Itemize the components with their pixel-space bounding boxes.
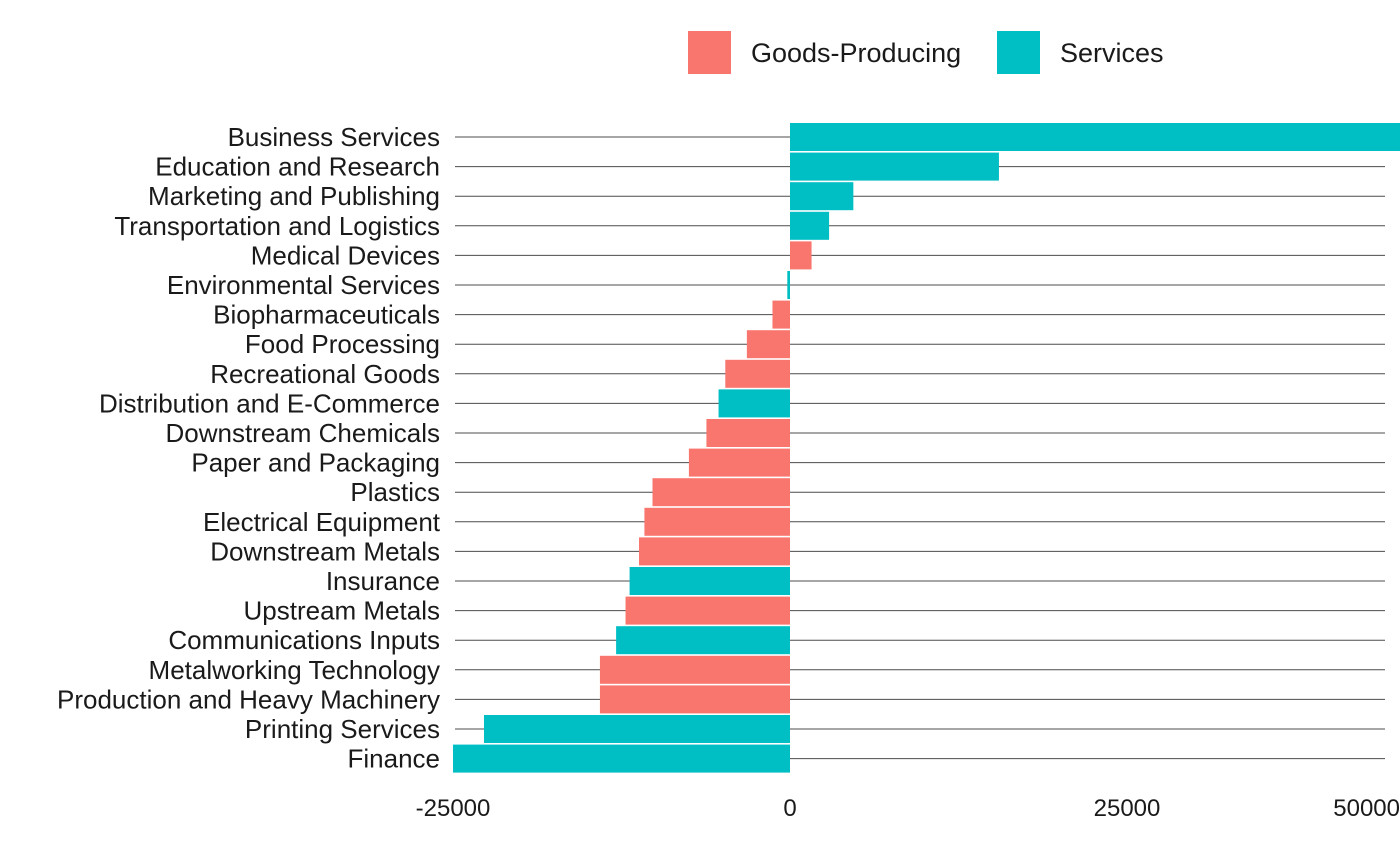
category-label-insurance: Insurance [326, 566, 440, 596]
legend-key-services [997, 31, 1040, 74]
bar-production-and-heavy-machinery [599, 685, 790, 714]
bar-plastics [652, 478, 790, 507]
category-label-environmental-services: Environmental Services [167, 270, 440, 300]
bar-metalworking-technology [599, 655, 790, 684]
bar-insurance [629, 567, 790, 595]
x-tick-label-1: 0 [783, 795, 796, 822]
bar-communications-inputs [616, 626, 790, 655]
category-label-printing-services: Printing Services [245, 714, 440, 744]
gridlines [455, 136, 1385, 760]
legend-label-services: Services [1060, 38, 1164, 68]
category-label-downstream-metals: Downstream Metals [210, 536, 440, 566]
bar-downstream-chemicals [706, 419, 790, 447]
bar-food-processing [746, 330, 790, 359]
bar-transportation-and-logistics [790, 211, 830, 240]
category-label-business-services: Business Services [228, 122, 440, 152]
bar-biopharmaceuticals [772, 300, 790, 329]
category-label-education-and-research: Education and Research [155, 152, 440, 182]
legend-label-goods-producing: Goods-Producing [751, 38, 961, 68]
x-tick-label-0: -25000 [416, 795, 491, 822]
category-label-transportation-and-logistics: Transportation and Logistics [114, 211, 440, 241]
category-label-metalworking-technology: Metalworking Technology [149, 655, 440, 685]
legend-key-goods-producing [688, 31, 731, 74]
x-tick-label-2: 25000 [1094, 795, 1161, 822]
bar-business-services [790, 123, 1400, 151]
bar-recreational-goods [725, 359, 790, 388]
category-label-upstream-metals: Upstream Metals [244, 596, 441, 626]
category-label-food-processing: Food Processing [245, 329, 440, 359]
bar-distribution-and-e-commerce [718, 389, 790, 418]
category-label-recreational-goods: Recreational Goods [210, 359, 440, 389]
category-label-electrical-equipment: Electrical Equipment [203, 507, 441, 537]
category-label-distribution-and-e-commerce: Distribution and E-Commerce [99, 388, 440, 418]
bar-education-and-research [790, 152, 999, 181]
bar-downstream-metals [639, 537, 790, 566]
bar-paper-and-packaging [688, 448, 790, 477]
bar-environmental-services [787, 271, 790, 299]
category-label-biopharmaceuticals: Biopharmaceuticals [213, 300, 440, 330]
category-label-communications-inputs: Communications Inputs [168, 625, 440, 655]
bar-finance [453, 744, 790, 773]
x-axis-tick-labels: -25000 0 25000 50000 [416, 795, 1400, 822]
bar-upstream-metals [625, 596, 790, 625]
x-tick-label-3: 50000 [1333, 795, 1400, 822]
legend: Goods-Producing Services [688, 31, 1164, 74]
category-label-production-and-heavy-machinery: Production and Heavy Machinery [57, 684, 440, 714]
bar-printing-services [484, 715, 790, 743]
category-label-medical-devices: Medical Devices [251, 240, 440, 270]
category-label-plastics: Plastics [350, 477, 440, 507]
bar-marketing-and-publishing [790, 182, 854, 211]
bars [453, 123, 1400, 773]
bar-electrical-equipment [644, 507, 790, 536]
category-label-downstream-chemicals: Downstream Chemicals [165, 418, 440, 448]
category-label-paper-and-packaging: Paper and Packaging [191, 448, 440, 478]
category-label-finance: Finance [348, 744, 441, 774]
category-label-marketing-and-publishing: Marketing and Publishing [148, 181, 440, 211]
bar-medical-devices [790, 241, 812, 270]
